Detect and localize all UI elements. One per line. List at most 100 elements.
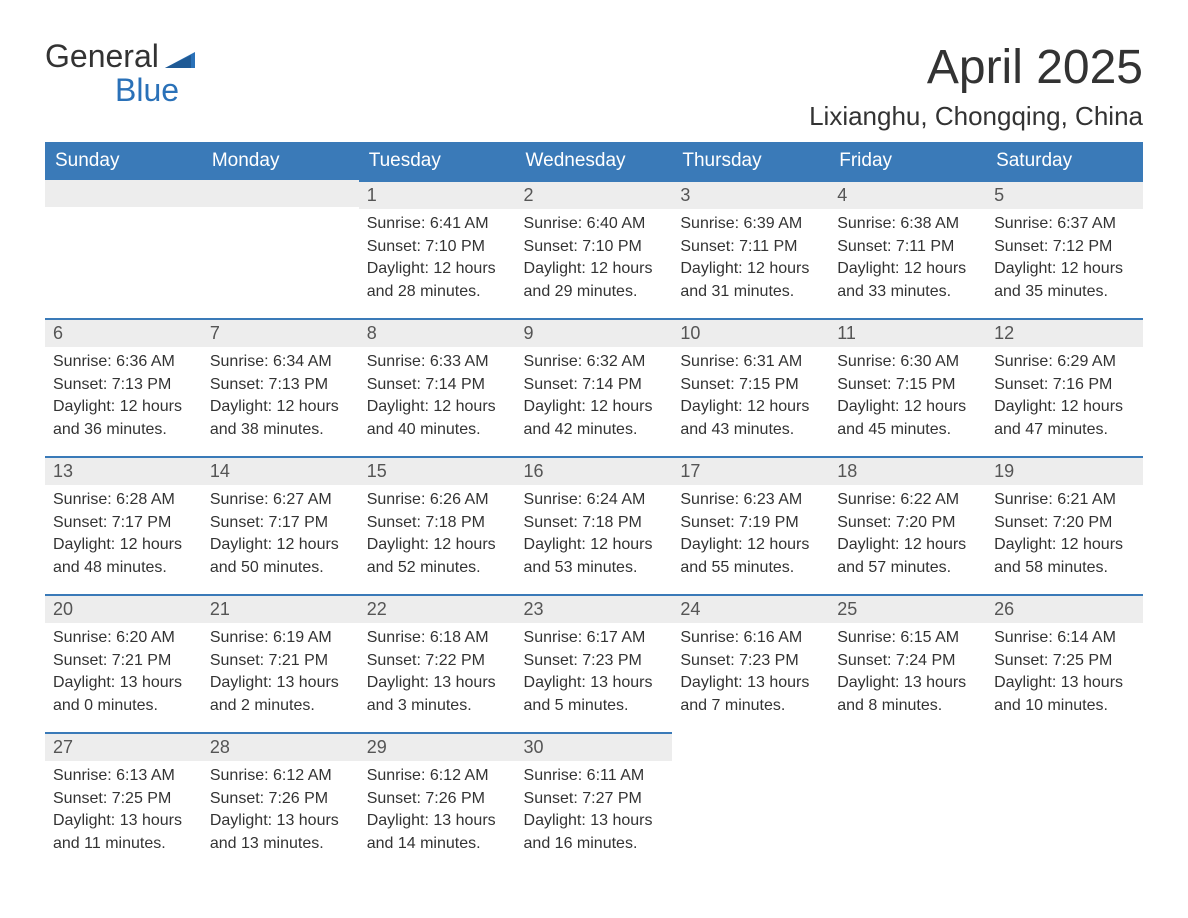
- daylight1-text: Daylight: 12 hours: [524, 258, 665, 280]
- daylight1-text: Daylight: 12 hours: [994, 534, 1135, 556]
- sunset-text: Sunset: 7:21 PM: [53, 650, 194, 672]
- sunset-text: Sunset: 7:18 PM: [367, 512, 508, 534]
- day-number: 8: [359, 318, 516, 347]
- daylight1-text: Daylight: 12 hours: [994, 258, 1135, 280]
- day-cell: 4Sunrise: 6:38 AMSunset: 7:11 PMDaylight…: [829, 180, 986, 318]
- daylight1-text: Daylight: 12 hours: [837, 534, 978, 556]
- sunset-text: Sunset: 7:13 PM: [53, 374, 194, 396]
- week-row: 27Sunrise: 6:13 AMSunset: 7:25 PMDayligh…: [45, 732, 1143, 870]
- sunset-text: Sunset: 7:23 PM: [680, 650, 821, 672]
- day-cell: 11Sunrise: 6:30 AMSunset: 7:15 PMDayligh…: [829, 318, 986, 456]
- sunrise-text: Sunrise: 6:19 AM: [210, 627, 351, 649]
- sunset-text: Sunset: 7:10 PM: [367, 236, 508, 258]
- page-title: April 2025: [809, 40, 1143, 95]
- sunset-text: Sunset: 7:25 PM: [53, 788, 194, 810]
- day-number: 23: [516, 594, 673, 623]
- day-cell: [829, 732, 986, 870]
- sunset-text: Sunset: 7:22 PM: [367, 650, 508, 672]
- sunset-text: Sunset: 7:15 PM: [837, 374, 978, 396]
- daylight2-text: and 45 minutes.: [837, 419, 978, 441]
- sunset-text: Sunset: 7:26 PM: [367, 788, 508, 810]
- day-body: Sunrise: 6:39 AMSunset: 7:11 PMDaylight:…: [672, 209, 829, 311]
- day-number: 27: [45, 732, 202, 761]
- daylight2-text: and 43 minutes.: [680, 419, 821, 441]
- daylight2-text: and 33 minutes.: [837, 281, 978, 303]
- day-body: Sunrise: 6:28 AMSunset: 7:17 PMDaylight:…: [45, 485, 202, 587]
- daylight1-text: Daylight: 13 hours: [210, 672, 351, 694]
- week-row: 1Sunrise: 6:41 AMSunset: 7:10 PMDaylight…: [45, 180, 1143, 318]
- weekday-header-row: Sunday Monday Tuesday Wednesday Thursday…: [45, 142, 1143, 180]
- day-cell: 12Sunrise: 6:29 AMSunset: 7:16 PMDayligh…: [986, 318, 1143, 456]
- sunset-text: Sunset: 7:12 PM: [994, 236, 1135, 258]
- day-cell: 13Sunrise: 6:28 AMSunset: 7:17 PMDayligh…: [45, 456, 202, 594]
- daylight1-text: Daylight: 13 hours: [837, 672, 978, 694]
- daylight2-text: and 58 minutes.: [994, 557, 1135, 579]
- day-number-empty: [45, 180, 202, 207]
- logo: General Blue: [45, 40, 195, 107]
- day-number: 20: [45, 594, 202, 623]
- day-number: 3: [672, 180, 829, 209]
- daylight1-text: Daylight: 12 hours: [837, 258, 978, 280]
- day-cell: 27Sunrise: 6:13 AMSunset: 7:25 PMDayligh…: [45, 732, 202, 870]
- sunrise-text: Sunrise: 6:26 AM: [367, 489, 508, 511]
- daylight1-text: Daylight: 12 hours: [680, 258, 821, 280]
- sunrise-text: Sunrise: 6:31 AM: [680, 351, 821, 373]
- day-number: 1: [359, 180, 516, 209]
- day-cell: 30Sunrise: 6:11 AMSunset: 7:27 PMDayligh…: [516, 732, 673, 870]
- day-number: 4: [829, 180, 986, 209]
- daylight1-text: Daylight: 13 hours: [210, 810, 351, 832]
- day-body: Sunrise: 6:40 AMSunset: 7:10 PMDaylight:…: [516, 209, 673, 311]
- day-cell: 17Sunrise: 6:23 AMSunset: 7:19 PMDayligh…: [672, 456, 829, 594]
- sunrise-text: Sunrise: 6:15 AM: [837, 627, 978, 649]
- sunrise-text: Sunrise: 6:39 AM: [680, 213, 821, 235]
- day-number: 17: [672, 456, 829, 485]
- daylight2-text: and 3 minutes.: [367, 695, 508, 717]
- day-body: Sunrise: 6:33 AMSunset: 7:14 PMDaylight:…: [359, 347, 516, 449]
- sunset-text: Sunset: 7:11 PM: [680, 236, 821, 258]
- sunset-text: Sunset: 7:13 PM: [210, 374, 351, 396]
- day-cell: 5Sunrise: 6:37 AMSunset: 7:12 PMDaylight…: [986, 180, 1143, 318]
- day-body: Sunrise: 6:12 AMSunset: 7:26 PMDaylight:…: [359, 761, 516, 863]
- daylight1-text: Daylight: 13 hours: [367, 810, 508, 832]
- daylight2-text: and 7 minutes.: [680, 695, 821, 717]
- daylight1-text: Daylight: 12 hours: [367, 258, 508, 280]
- daylight2-text: and 11 minutes.: [53, 833, 194, 855]
- day-body: Sunrise: 6:27 AMSunset: 7:17 PMDaylight:…: [202, 485, 359, 587]
- day-number: 25: [829, 594, 986, 623]
- sunset-text: Sunset: 7:27 PM: [524, 788, 665, 810]
- col-tuesday: Tuesday: [359, 142, 516, 180]
- daylight2-text: and 28 minutes.: [367, 281, 508, 303]
- day-cell: 1Sunrise: 6:41 AMSunset: 7:10 PMDaylight…: [359, 180, 516, 318]
- day-cell: 8Sunrise: 6:33 AMSunset: 7:14 PMDaylight…: [359, 318, 516, 456]
- sunset-text: Sunset: 7:14 PM: [367, 374, 508, 396]
- sunset-text: Sunset: 7:23 PM: [524, 650, 665, 672]
- sunrise-text: Sunrise: 6:28 AM: [53, 489, 194, 511]
- day-body: Sunrise: 6:29 AMSunset: 7:16 PMDaylight:…: [986, 347, 1143, 449]
- daylight1-text: Daylight: 12 hours: [680, 534, 821, 556]
- daylight1-text: Daylight: 12 hours: [994, 396, 1135, 418]
- day-number: 13: [45, 456, 202, 485]
- sunset-text: Sunset: 7:15 PM: [680, 374, 821, 396]
- daylight2-text: and 48 minutes.: [53, 557, 194, 579]
- daylight1-text: Daylight: 12 hours: [210, 534, 351, 556]
- daylight1-text: Daylight: 12 hours: [53, 396, 194, 418]
- sunset-text: Sunset: 7:16 PM: [994, 374, 1135, 396]
- day-number: 19: [986, 456, 1143, 485]
- daylight1-text: Daylight: 13 hours: [524, 672, 665, 694]
- day-number: 2: [516, 180, 673, 209]
- sunrise-text: Sunrise: 6:30 AM: [837, 351, 978, 373]
- sunrise-text: Sunrise: 6:12 AM: [367, 765, 508, 787]
- sunrise-text: Sunrise: 6:36 AM: [53, 351, 194, 373]
- daylight1-text: Daylight: 13 hours: [680, 672, 821, 694]
- sunrise-text: Sunrise: 6:34 AM: [210, 351, 351, 373]
- day-number: 15: [359, 456, 516, 485]
- sunrise-text: Sunrise: 6:27 AM: [210, 489, 351, 511]
- daylight2-text: and 5 minutes.: [524, 695, 665, 717]
- day-number: 30: [516, 732, 673, 761]
- day-body: Sunrise: 6:17 AMSunset: 7:23 PMDaylight:…: [516, 623, 673, 725]
- day-cell: 25Sunrise: 6:15 AMSunset: 7:24 PMDayligh…: [829, 594, 986, 732]
- sunset-text: Sunset: 7:20 PM: [994, 512, 1135, 534]
- day-cell: 24Sunrise: 6:16 AMSunset: 7:23 PMDayligh…: [672, 594, 829, 732]
- day-body: Sunrise: 6:15 AMSunset: 7:24 PMDaylight:…: [829, 623, 986, 725]
- sunset-text: Sunset: 7:14 PM: [524, 374, 665, 396]
